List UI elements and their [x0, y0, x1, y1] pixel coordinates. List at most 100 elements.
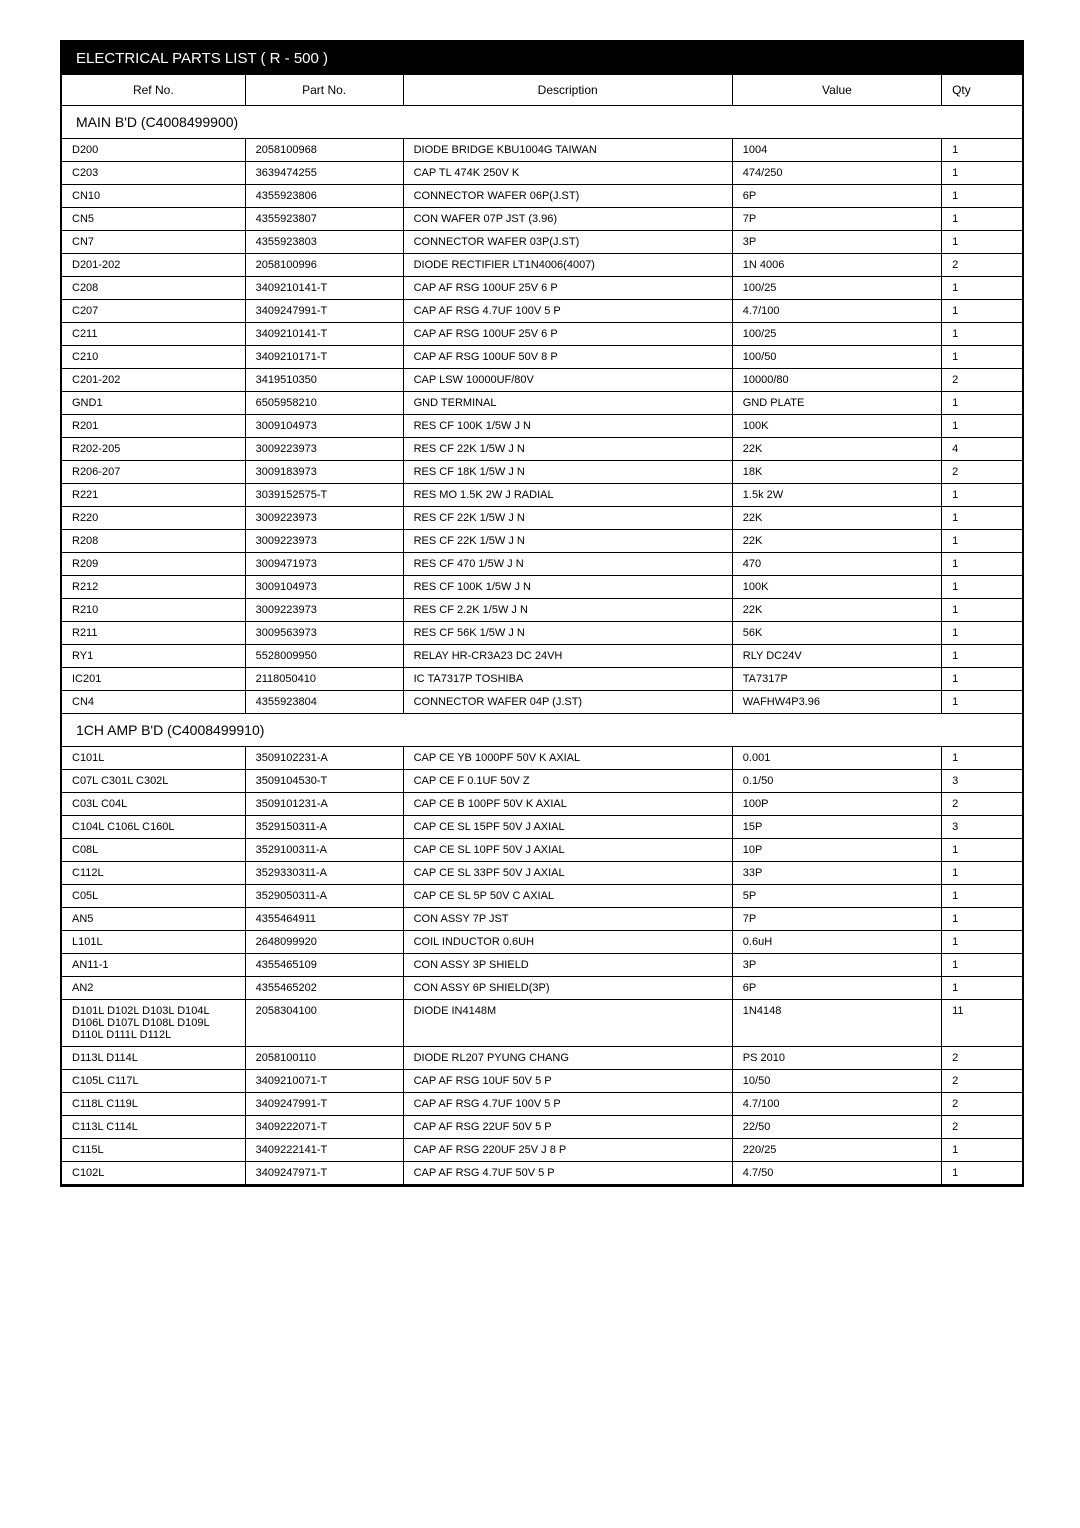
cell-part: 3409247991-T	[246, 300, 404, 322]
table-row: R2123009104973RES CF 100K 1/5W J N100K1	[62, 576, 1022, 599]
cell-part: 4355923806	[246, 185, 404, 207]
table-row: IC2012118050410IC TA7317P TOSHIBATA7317P…	[62, 668, 1022, 691]
cell-value: PS 2010	[733, 1047, 942, 1069]
cell-ref: C210	[62, 346, 246, 368]
table-row: C2113409210141-TCAP AF RSG 100UF 25V 6 P…	[62, 323, 1022, 346]
cell-value: 100K	[733, 415, 942, 437]
cell-part: 3529100311-A	[246, 839, 404, 861]
cell-desc: RES CF 100K 1/5W J N	[404, 415, 733, 437]
cell-ref: C211	[62, 323, 246, 345]
table-row: R2113009563973RES CF 56K 1/5W J N56K1	[62, 622, 1022, 645]
table-row: CN44355923804CONNECTOR WAFER 04P (J.ST)W…	[62, 691, 1022, 714]
cell-value: 6P	[733, 185, 942, 207]
cell-qty: 2	[942, 793, 1022, 815]
cell-ref: C112L	[62, 862, 246, 884]
cell-part: 2058304100	[246, 1000, 404, 1046]
cell-desc: RES CF 56K 1/5W J N	[404, 622, 733, 644]
cell-qty: 1	[942, 162, 1022, 184]
cell-qty: 1	[942, 507, 1022, 529]
cell-ref: C208	[62, 277, 246, 299]
cell-value: 22K	[733, 530, 942, 552]
cell-part: 2058100110	[246, 1047, 404, 1069]
cell-qty: 11	[942, 1000, 1022, 1046]
cell-desc: CAP AF RSG 10UF 50V 5 P	[404, 1070, 733, 1092]
cell-qty: 1	[942, 553, 1022, 575]
table-row: D201-2022058100996DIODE RECTIFIER LT1N40…	[62, 254, 1022, 277]
cell-value: 0.1/50	[733, 770, 942, 792]
cell-value: 5P	[733, 885, 942, 907]
cell-desc: CAP CE F 0.1UF 50V Z	[404, 770, 733, 792]
cell-value: 100/50	[733, 346, 942, 368]
table-row: RY15528009950RELAY HR-CR3A23 DC 24VHRLY …	[62, 645, 1022, 668]
cell-ref: C207	[62, 300, 246, 322]
cell-qty: 1	[942, 977, 1022, 999]
cell-desc: DIODE IN4148M	[404, 1000, 733, 1046]
cell-desc: CAP CE B 100PF 50V K AXIAL	[404, 793, 733, 815]
header-qty: Qty	[942, 75, 1022, 105]
cell-part: 3529330311-A	[246, 862, 404, 884]
cell-value: 1N 4006	[733, 254, 942, 276]
cell-part: 6505958210	[246, 392, 404, 414]
table-row: L101L2648099920COIL INDUCTOR 0.6UH0.6uH1	[62, 931, 1022, 954]
table-row: C05L3529050311-ACAP CE SL 5P 50V C AXIAL…	[62, 885, 1022, 908]
header-part: Part No.	[246, 75, 404, 105]
cell-qty: 2	[942, 1047, 1022, 1069]
cell-desc: CAP CE YB 1000PF 50V K AXIAL	[404, 747, 733, 769]
table-row: R2203009223973RES CF 22K 1/5W J N22K1	[62, 507, 1022, 530]
cell-value: 6P	[733, 977, 942, 999]
cell-desc: RES CF 22K 1/5W J N	[404, 507, 733, 529]
cell-ref: CN7	[62, 231, 246, 253]
cell-value: WAFHW4P3.96	[733, 691, 942, 713]
cell-value: 10000/80	[733, 369, 942, 391]
cell-desc: RES MO 1.5K 2W J RADIAL	[404, 484, 733, 506]
cell-part: 2648099920	[246, 931, 404, 953]
cell-part: 2058100996	[246, 254, 404, 276]
cell-ref: D113L D114L	[62, 1047, 246, 1069]
cell-value: 22K	[733, 438, 942, 460]
table-row: C03L C04L3509101231-ACAP CE B 100PF 50V …	[62, 793, 1022, 816]
cell-part: 3039152575-T	[246, 484, 404, 506]
cell-ref: R209	[62, 553, 246, 575]
cell-desc: DIODE RECTIFIER LT1N4006(4007)	[404, 254, 733, 276]
cell-qty: 1	[942, 277, 1022, 299]
cell-ref: C101L	[62, 747, 246, 769]
cell-part: 4355465109	[246, 954, 404, 976]
cell-qty: 1	[942, 908, 1022, 930]
cell-qty: 2	[942, 1093, 1022, 1115]
header-ref: Ref No.	[62, 75, 246, 105]
cell-value: 4.7/100	[733, 300, 942, 322]
cell-desc: RES CF 2.2K 1/5W J N	[404, 599, 733, 621]
table-row: AN24355465202CON ASSY 6P SHIELD(3P)6P1	[62, 977, 1022, 1000]
cell-value: 0.6uH	[733, 931, 942, 953]
cell-ref: L101L	[62, 931, 246, 953]
table-row: R2213039152575-TRES MO 1.5K 2W J RADIAL1…	[62, 484, 1022, 507]
cell-part: 3009223973	[246, 507, 404, 529]
cell-desc: CONNECTOR WAFER 03P(J.ST)	[404, 231, 733, 253]
cell-desc: CAP CE SL 15PF 50V J AXIAL	[404, 816, 733, 838]
cell-qty: 1	[942, 622, 1022, 644]
table-row: C113L C114L3409222071-TCAP AF RSG 22UF 5…	[62, 1116, 1022, 1139]
cell-ref: CN5	[62, 208, 246, 230]
section-header: MAIN B'D (C4008499900)	[62, 106, 1022, 139]
table-row: C101L3509102231-ACAP CE YB 1000PF 50V K …	[62, 747, 1022, 770]
cell-desc: RES CF 470 1/5W J N	[404, 553, 733, 575]
section-header: 1CH AMP B'D (C4008499910)	[62, 714, 1022, 747]
cell-desc: CAP AF RSG 220UF 25V J 8 P	[404, 1139, 733, 1161]
cell-value: 100/25	[733, 323, 942, 345]
table-row: C112L3529330311-ACAP CE SL 33PF 50V J AX…	[62, 862, 1022, 885]
header-desc: Description	[404, 75, 733, 105]
cell-ref: R206-207	[62, 461, 246, 483]
table-row: C118L C119L3409247991-TCAP AF RSG 4.7UF …	[62, 1093, 1022, 1116]
table-row: D101L D102L D103L D104L D106L D107L D108…	[62, 1000, 1022, 1047]
table-row: D113L D114L2058100110DIODE RL207 PYUNG C…	[62, 1047, 1022, 1070]
cell-qty: 1	[942, 839, 1022, 861]
cell-desc: CON ASSY 3P SHIELD	[404, 954, 733, 976]
cell-ref: R202-205	[62, 438, 246, 460]
cell-qty: 3	[942, 816, 1022, 838]
cell-qty: 1	[942, 415, 1022, 437]
cell-ref: AN5	[62, 908, 246, 930]
cell-part: 3009223973	[246, 438, 404, 460]
cell-value: 1N4148	[733, 1000, 942, 1046]
cell-desc: CAP CE SL 5P 50V C AXIAL	[404, 885, 733, 907]
cell-value: 1.5k 2W	[733, 484, 942, 506]
